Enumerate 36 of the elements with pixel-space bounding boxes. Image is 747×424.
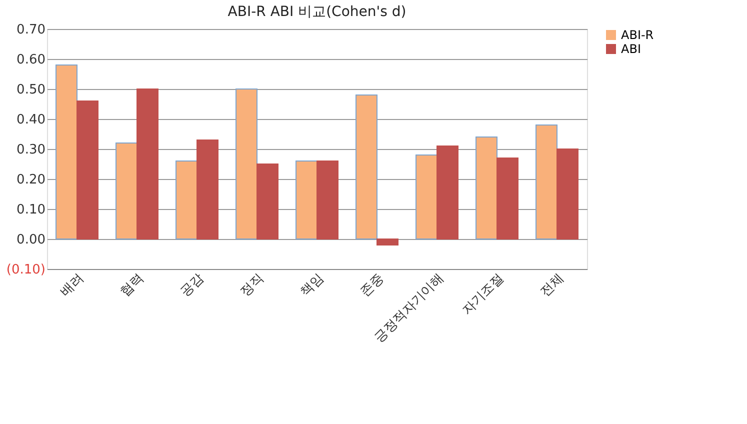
bar bbox=[296, 160, 318, 240]
bar bbox=[476, 136, 498, 240]
bar bbox=[256, 164, 278, 240]
legend-label: ABI bbox=[621, 42, 641, 56]
x-tick-label: 정직 bbox=[238, 270, 267, 300]
y-tick-label: 0.30 bbox=[16, 142, 46, 158]
y-tick-label: 0.00 bbox=[16, 232, 46, 248]
bar bbox=[196, 140, 218, 240]
bar bbox=[76, 100, 98, 240]
chart-title: ABI-R ABI 비교(Cohen's d) bbox=[228, 4, 406, 20]
bar bbox=[316, 160, 338, 240]
y-tick-label: 0.60 bbox=[16, 52, 46, 68]
x-tick-label: 책임 bbox=[298, 270, 327, 300]
bar bbox=[376, 238, 398, 246]
bar bbox=[116, 142, 138, 240]
legend-label: ABI-R bbox=[621, 28, 654, 42]
y-tick-label: 0.50 bbox=[16, 82, 46, 98]
bar bbox=[136, 88, 158, 240]
y-tick-label: 0.20 bbox=[16, 172, 46, 188]
bar bbox=[496, 158, 518, 240]
bar bbox=[176, 160, 198, 240]
bar bbox=[556, 148, 578, 240]
bar bbox=[436, 146, 458, 240]
y-tick-label: 0.70 bbox=[16, 22, 46, 38]
bar bbox=[416, 154, 438, 240]
bar bbox=[56, 64, 78, 240]
x-tick-label: 협력 bbox=[118, 270, 147, 300]
y-tick-label: 0.10 bbox=[16, 202, 46, 218]
x-tick-label: 전체 bbox=[538, 270, 567, 300]
x-tick-label: 공감 bbox=[178, 270, 207, 300]
y-tick-label: 0.40 bbox=[16, 112, 46, 128]
bar bbox=[536, 124, 558, 240]
y-tick-label: (0.10) bbox=[6, 262, 46, 278]
bar bbox=[236, 88, 258, 240]
x-tick-label: 배려 bbox=[58, 270, 87, 300]
bar bbox=[356, 94, 378, 240]
